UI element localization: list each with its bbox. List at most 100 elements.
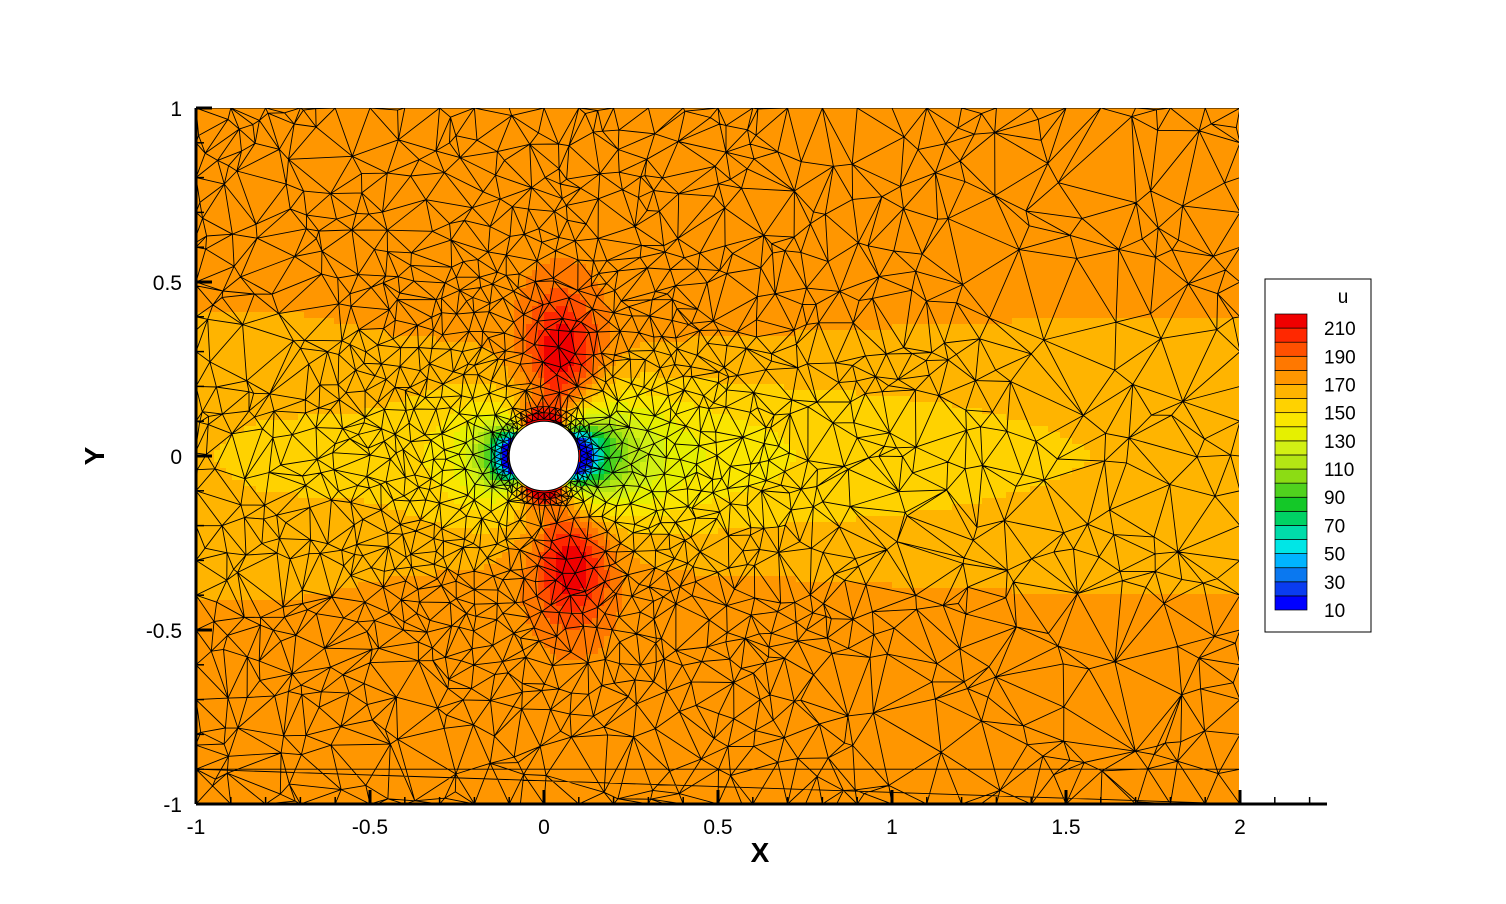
field-cell xyxy=(922,144,929,151)
field-cell xyxy=(928,264,935,271)
field-cell xyxy=(1102,246,1109,253)
field-cell xyxy=(310,132,317,139)
field-cell xyxy=(616,270,623,277)
field-cell xyxy=(928,216,935,223)
field-cell xyxy=(826,222,833,229)
field-cell xyxy=(1126,132,1133,139)
field-cell xyxy=(742,150,749,157)
field-cell xyxy=(220,246,227,253)
field-cell xyxy=(220,144,227,151)
field-cell xyxy=(1174,210,1181,217)
field-cell xyxy=(436,180,443,187)
field-cell xyxy=(640,276,647,283)
field-cell xyxy=(700,132,707,139)
field-cell xyxy=(1018,168,1025,175)
field-cell xyxy=(940,228,947,235)
field-cell xyxy=(370,222,377,229)
field-cell xyxy=(880,144,887,151)
field-cell xyxy=(736,162,743,169)
field-cell xyxy=(622,144,629,151)
field-cell xyxy=(292,168,299,175)
field-cell xyxy=(286,240,293,247)
field-cell xyxy=(1054,144,1061,151)
field-cell xyxy=(550,144,557,151)
field-cell xyxy=(220,150,227,157)
field-cell xyxy=(922,234,929,241)
field-cell xyxy=(1096,120,1103,127)
field-cell xyxy=(556,216,563,223)
field-cell xyxy=(796,204,803,211)
field-cell xyxy=(532,156,539,163)
field-cell xyxy=(1234,216,1239,223)
field-cell xyxy=(622,150,629,157)
field-cell xyxy=(1162,168,1169,175)
field-cell xyxy=(772,210,779,217)
field-cell xyxy=(370,246,377,253)
field-cell xyxy=(1186,156,1193,163)
field-cell xyxy=(226,192,233,199)
field-cell xyxy=(694,276,701,283)
field-cell xyxy=(370,144,377,151)
field-cell xyxy=(778,126,785,133)
field-cell xyxy=(334,162,341,169)
field-cell xyxy=(292,138,299,145)
field-cell xyxy=(370,258,377,265)
field-cell xyxy=(1012,138,1019,145)
field-cell xyxy=(964,198,971,205)
field-cell xyxy=(886,144,893,151)
field-cell xyxy=(622,276,629,283)
field-cell xyxy=(1096,150,1103,157)
field-cell xyxy=(928,144,935,151)
field-cell xyxy=(628,270,635,277)
field-cell xyxy=(1120,258,1127,265)
field-cell xyxy=(784,240,791,247)
field-cell xyxy=(460,234,467,241)
field-cell xyxy=(1162,120,1169,127)
field-cell xyxy=(586,180,593,187)
field-cell xyxy=(886,132,893,139)
field-cell xyxy=(388,108,395,115)
field-cell xyxy=(544,168,551,175)
field-cell xyxy=(580,144,587,151)
field-cell xyxy=(202,240,209,247)
field-cell xyxy=(502,234,509,241)
field-cell xyxy=(952,204,959,211)
field-cell xyxy=(940,186,947,193)
field-cell xyxy=(1234,210,1239,217)
field-cell xyxy=(1030,186,1037,193)
field-cell xyxy=(214,138,221,145)
field-cell xyxy=(868,126,875,133)
field-cell xyxy=(838,246,845,253)
field-cell xyxy=(1084,186,1091,193)
field-cell xyxy=(868,174,875,181)
field-cell xyxy=(1078,234,1085,241)
field-cell xyxy=(952,180,959,187)
field-cell xyxy=(1126,222,1133,229)
field-cell xyxy=(982,132,989,139)
field-cell xyxy=(736,180,743,187)
field-cell xyxy=(688,144,695,151)
field-cell xyxy=(526,132,533,139)
field-cell xyxy=(934,150,941,157)
field-cell xyxy=(274,228,281,235)
field-cell xyxy=(712,240,719,247)
field-cell xyxy=(1234,228,1239,235)
field-cell xyxy=(1108,186,1115,193)
field-cell xyxy=(226,252,233,259)
field-cell xyxy=(514,138,521,145)
field-cell xyxy=(934,270,941,277)
field-cell xyxy=(544,210,551,217)
field-cell xyxy=(970,270,977,277)
field-cell xyxy=(904,222,911,229)
field-cell xyxy=(814,180,821,187)
field-cell xyxy=(418,234,425,241)
field-cell xyxy=(904,132,911,139)
field-cell xyxy=(928,162,935,169)
field-cell xyxy=(412,138,419,145)
field-cell xyxy=(868,168,875,175)
field-cell xyxy=(1060,168,1067,175)
field-cell xyxy=(514,228,521,235)
field-cell xyxy=(1066,210,1073,217)
field-cell xyxy=(364,276,371,283)
field-cell xyxy=(1186,138,1193,145)
